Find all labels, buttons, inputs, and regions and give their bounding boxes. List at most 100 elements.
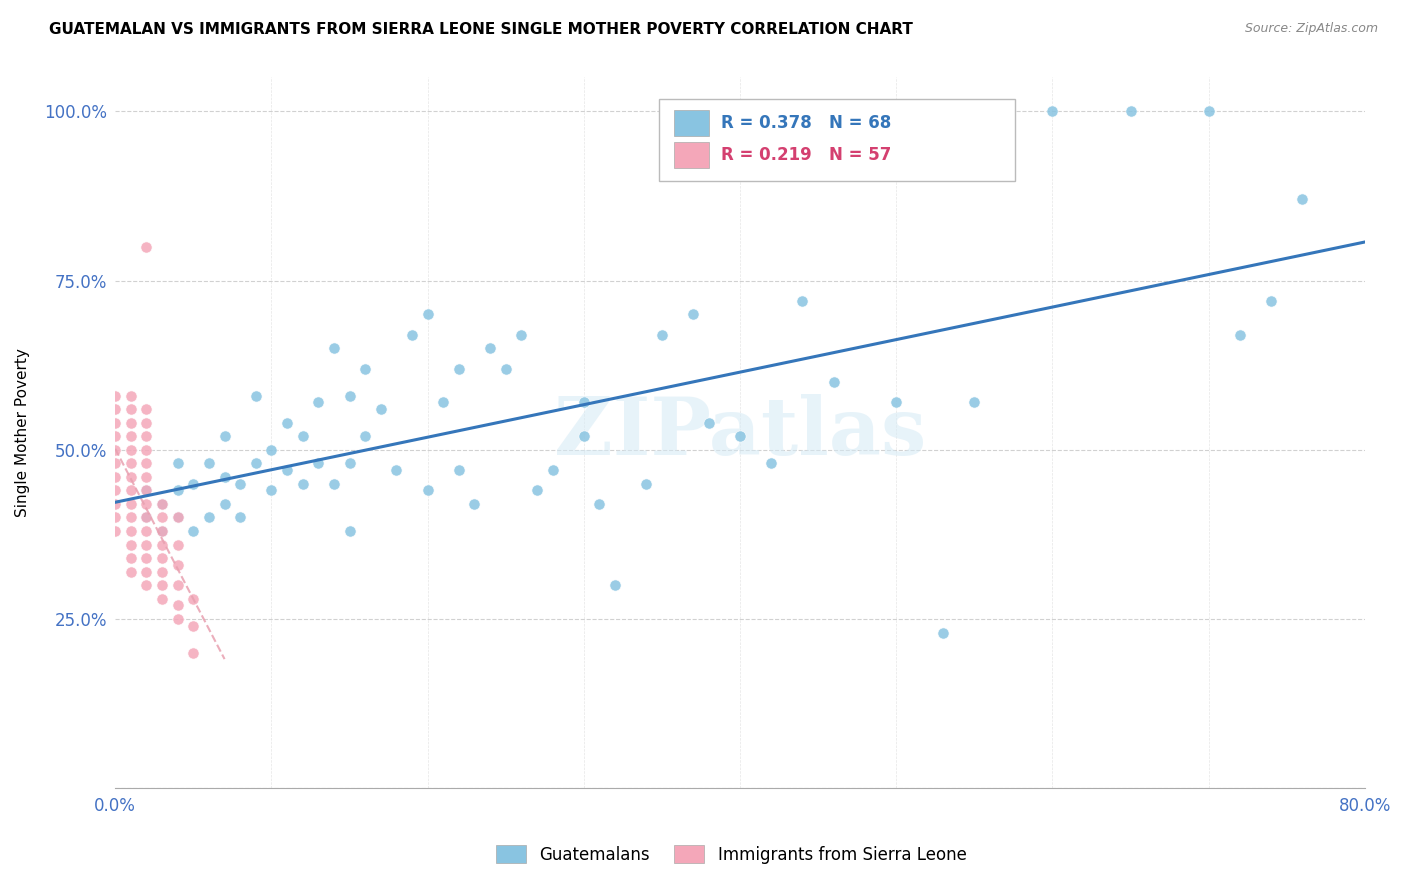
- Point: [150, 497, 173, 511]
- Point: [120, 537, 142, 551]
- Point: [291, 476, 314, 491]
- Point: [884, 395, 907, 409]
- Point: [214, 470, 236, 484]
- Point: [636, 476, 658, 491]
- Point: [198, 456, 221, 470]
- Point: [120, 483, 142, 498]
- Point: [260, 483, 283, 498]
- Point: [1119, 104, 1142, 119]
- FancyBboxPatch shape: [659, 99, 1015, 180]
- Point: [120, 429, 142, 443]
- Point: [150, 565, 173, 579]
- Text: Source: ZipAtlas.com: Source: ZipAtlas.com: [1244, 22, 1378, 36]
- Point: [135, 470, 157, 484]
- Point: [150, 537, 173, 551]
- Point: [1260, 293, 1282, 308]
- Point: [104, 456, 127, 470]
- Point: [150, 497, 173, 511]
- Point: [682, 307, 704, 321]
- Point: [322, 476, 344, 491]
- Point: [572, 429, 595, 443]
- Point: [447, 361, 470, 376]
- Point: [401, 327, 423, 342]
- Point: [651, 327, 673, 342]
- Point: [198, 510, 221, 524]
- Point: [792, 293, 814, 308]
- Point: [135, 510, 157, 524]
- Point: [135, 578, 157, 592]
- Point: [104, 402, 127, 417]
- Point: [135, 402, 157, 417]
- Point: [572, 395, 595, 409]
- Point: [307, 395, 329, 409]
- Point: [245, 388, 267, 402]
- Text: R = 0.219   N = 57: R = 0.219 N = 57: [721, 146, 891, 164]
- Point: [963, 395, 986, 409]
- Point: [181, 646, 204, 660]
- Point: [932, 625, 955, 640]
- Point: [214, 429, 236, 443]
- Point: [181, 476, 204, 491]
- Point: [245, 456, 267, 470]
- Point: [385, 463, 408, 477]
- Point: [104, 388, 127, 402]
- Point: [510, 327, 533, 342]
- Point: [120, 402, 142, 417]
- Point: [1198, 104, 1220, 119]
- Point: [354, 429, 377, 443]
- Point: [166, 537, 188, 551]
- Point: [1291, 192, 1313, 206]
- Bar: [673, 110, 709, 136]
- Text: GUATEMALAN VS IMMIGRANTS FROM SIERRA LEONE SINGLE MOTHER POVERTY CORRELATION CHA: GUATEMALAN VS IMMIGRANTS FROM SIERRA LEO…: [49, 22, 912, 37]
- Point: [135, 483, 157, 498]
- Point: [120, 551, 142, 566]
- Point: [104, 510, 127, 524]
- Point: [120, 497, 142, 511]
- Point: [135, 565, 157, 579]
- Point: [104, 429, 127, 443]
- Point: [463, 497, 485, 511]
- Point: [120, 416, 142, 430]
- Point: [588, 497, 610, 511]
- Point: [214, 497, 236, 511]
- Point: [447, 463, 470, 477]
- Point: [120, 524, 142, 538]
- Point: [229, 476, 252, 491]
- Point: [166, 578, 188, 592]
- Point: [339, 388, 361, 402]
- Point: [135, 442, 157, 457]
- Point: [166, 483, 188, 498]
- Point: [339, 524, 361, 538]
- Point: [260, 442, 283, 457]
- Point: [541, 463, 564, 477]
- Point: [135, 524, 157, 538]
- Point: [104, 416, 127, 430]
- Y-axis label: Single Mother Poverty: Single Mother Poverty: [15, 349, 30, 517]
- Point: [135, 416, 157, 430]
- Text: ZIPatlas: ZIPatlas: [554, 394, 927, 472]
- Point: [181, 619, 204, 633]
- Point: [120, 510, 142, 524]
- Point: [135, 551, 157, 566]
- Point: [104, 470, 127, 484]
- Point: [120, 456, 142, 470]
- Point: [150, 510, 173, 524]
- Point: [1042, 104, 1064, 119]
- Point: [416, 307, 439, 321]
- Point: [104, 483, 127, 498]
- Point: [416, 483, 439, 498]
- Point: [495, 361, 517, 376]
- Point: [166, 558, 188, 572]
- Point: [432, 395, 454, 409]
- Point: [104, 524, 127, 538]
- Text: R = 0.378   N = 68: R = 0.378 N = 68: [721, 114, 891, 132]
- Point: [135, 429, 157, 443]
- Point: [339, 456, 361, 470]
- Point: [135, 510, 157, 524]
- Point: [166, 599, 188, 613]
- Point: [120, 442, 142, 457]
- Point: [150, 551, 173, 566]
- Bar: [673, 142, 709, 168]
- Point: [166, 612, 188, 626]
- Point: [1229, 327, 1251, 342]
